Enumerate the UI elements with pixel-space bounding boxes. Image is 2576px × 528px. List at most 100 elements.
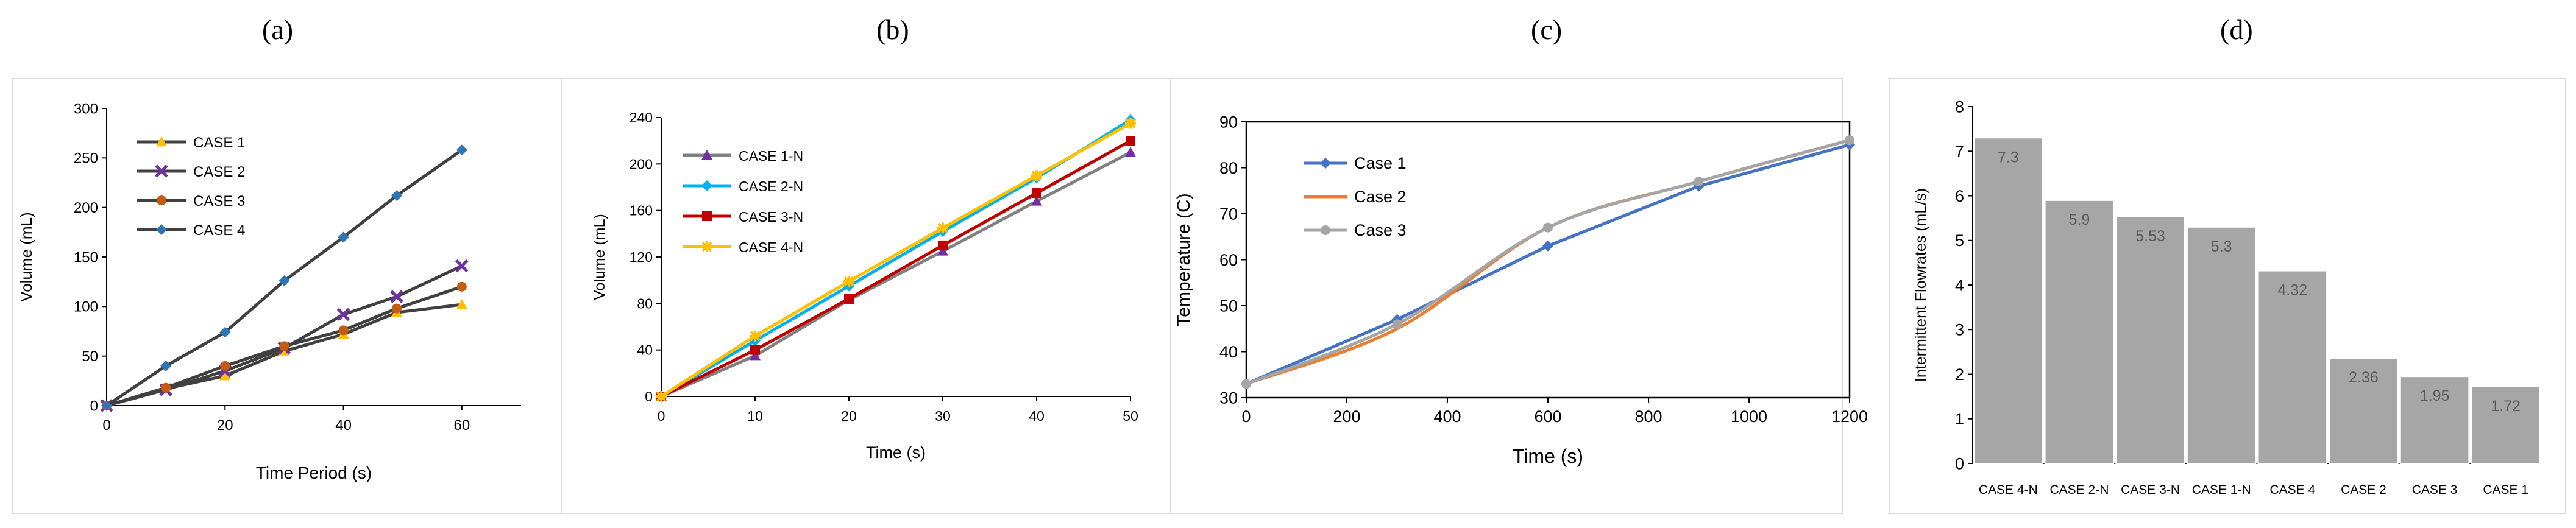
legend-label-case-4-n: CASE 4-N (739, 239, 803, 255)
y-tick-label-c: 80 (1219, 159, 1238, 177)
data-point-case-3-1 (161, 382, 171, 393)
legend-label-case-1: Case 1 (1354, 154, 1407, 172)
data-point-case-4-n-5 (1125, 118, 1136, 129)
data-point-case-3-n-3 (938, 240, 948, 250)
legend-marker-case-1 (1320, 158, 1331, 169)
data-point-case-3-3 (1694, 177, 1704, 187)
series-line-case-3 (1246, 138, 1850, 385)
y-tick-label-c: 30 (1219, 389, 1238, 407)
y-axis-title-d: Intermittent Flowrates (mL/s) (1912, 188, 1929, 382)
panel-label-d: (d) (2220, 14, 2253, 45)
y-tick-label-c: 60 (1219, 251, 1238, 269)
data-point-case-3-n-4 (1032, 188, 1041, 199)
data-point-case-4-n-4 (1031, 170, 1042, 181)
legend-label-case-3: Case 3 (1354, 221, 1407, 239)
y-tick-label-c: 50 (1219, 297, 1238, 315)
data-point-case-3-3 (279, 341, 289, 351)
panel-label-c: (c) (1531, 14, 1563, 45)
x-tick-label-b: 0 (658, 408, 665, 424)
x-tick-label-b: 40 (1029, 408, 1045, 424)
data-point-case-4-6 (456, 144, 467, 156)
x-tick-label-a: 40 (335, 417, 352, 434)
data-point-case-3-n-2 (844, 294, 854, 304)
y-tick-label-b: 80 (637, 295, 653, 311)
legend-marker-case-1 (156, 136, 167, 147)
data-point-case-3-2 (220, 361, 230, 371)
x-tick-label-case-1-n: CASE 1-N (2192, 483, 2251, 497)
data-point-case-4-n-3 (937, 222, 948, 234)
x-tick-label-c: 400 (1433, 407, 1461, 426)
legend-marker-case-3 (1321, 225, 1330, 235)
data-point-case-3-4 (1845, 135, 1854, 146)
x-tick-label-case-4-n: CASE 4-N (1979, 483, 2038, 497)
data-point-case-4-0 (101, 400, 112, 411)
bar-value-case-4: 4.32 (2277, 282, 2307, 299)
x-axis-title-a: Time Period (s) (256, 463, 372, 482)
data-point-case-1-n-1 (750, 350, 761, 361)
x-tick-label-a: 0 (102, 417, 110, 434)
y-tick-label-c: 90 (1219, 113, 1238, 131)
x-tick-label-c: 600 (1534, 407, 1561, 426)
y-tick-label-a: 200 (74, 200, 98, 216)
legend-label-case-2: CASE 2 (193, 164, 245, 180)
y-tick-label-a: 0 (90, 398, 98, 414)
x-tick-label-c: 800 (1634, 407, 1662, 426)
x-tick-label-c: 1200 (1831, 407, 1868, 426)
x-axis-title-c: Time (s) (1513, 445, 1583, 467)
x-tick-label-c: 0 (1241, 407, 1251, 426)
bar-case-4-n (1973, 137, 2043, 464)
x-tick-label-case-2-n: CASE 2-N (2050, 483, 2109, 497)
x-tick-label-b: 20 (841, 408, 857, 424)
y-tick-label-d: 7 (1955, 143, 1964, 161)
data-point-case-1-6 (456, 299, 467, 309)
series-line-case-3-n (660, 139, 1132, 398)
bar-value-case-1-n: 5.3 (2211, 238, 2232, 255)
y-tick-label-d: 6 (1955, 187, 1964, 205)
data-point-case-3-4 (338, 325, 349, 336)
legend-label-case-1-n: CASE 1-N (739, 148, 803, 164)
y-tick-label-d: 2 (1955, 365, 1964, 384)
legend-label-case-3: CASE 3 (193, 193, 245, 209)
legend-marker-case-3-n (702, 211, 712, 221)
data-point-case-2-5 (390, 290, 403, 303)
legend-marker-case-3 (157, 195, 166, 205)
y-tick-label-d: 4 (1955, 276, 1964, 294)
legend-marker-case-4 (156, 224, 167, 235)
bar-value-case-4-n: 7.3 (1998, 149, 2019, 166)
y-tick-label-a: 250 (74, 150, 98, 167)
data-point-case-1-2 (1542, 240, 1553, 252)
data-point-case-4-n-2 (843, 276, 854, 287)
y-tick-label-c: 70 (1219, 205, 1238, 223)
x-tick-label-case-3-n: CASE 3-N (2121, 483, 2180, 497)
y-tick-label-d: 3 (1955, 321, 1964, 339)
bar-value-case-3-n: 5.53 (2135, 228, 2165, 245)
data-point-case-4-2 (219, 326, 231, 338)
y-tick-label-c: 40 (1219, 343, 1238, 361)
legend-marker-case-4-n (701, 241, 712, 252)
y-tick-label-a: 50 (82, 348, 98, 365)
legend-label-case-4: CASE 4 (193, 222, 245, 239)
legend-marker-case-2 (155, 164, 168, 178)
data-point-case-4-4 (338, 231, 349, 243)
y-tick-label-b: 40 (637, 342, 653, 358)
bar-value-case-2-n: 5.9 (2069, 211, 2090, 228)
y-tick-label-d: 0 (1955, 454, 1964, 473)
panel-a-frame (12, 78, 563, 514)
x-tick-label-case-4: CASE 4 (2269, 483, 2315, 497)
panel-label-a: (a) (262, 14, 294, 45)
series-line-case-2 (1246, 138, 1850, 385)
bar-case-1-n (2186, 226, 2257, 464)
y-tick-label-a: 100 (74, 299, 98, 315)
y-tick-label-b: 200 (630, 156, 653, 172)
x-tick-label-case-1: CASE 1 (2483, 483, 2528, 497)
y-tick-label-d: 8 (1955, 97, 1964, 116)
data-point-case-3-n-5 (1126, 136, 1135, 146)
x-tick-label-b: 50 (1123, 408, 1138, 424)
legend-marker-case-2-n (701, 180, 712, 191)
x-tick-label-b: 30 (935, 408, 951, 424)
bar-case-3 (2399, 376, 2470, 464)
y-tick-label-b: 120 (630, 249, 653, 265)
y-tick-label-b: 240 (630, 110, 653, 125)
y-axis-title-a: Volume (mL) (17, 212, 35, 301)
